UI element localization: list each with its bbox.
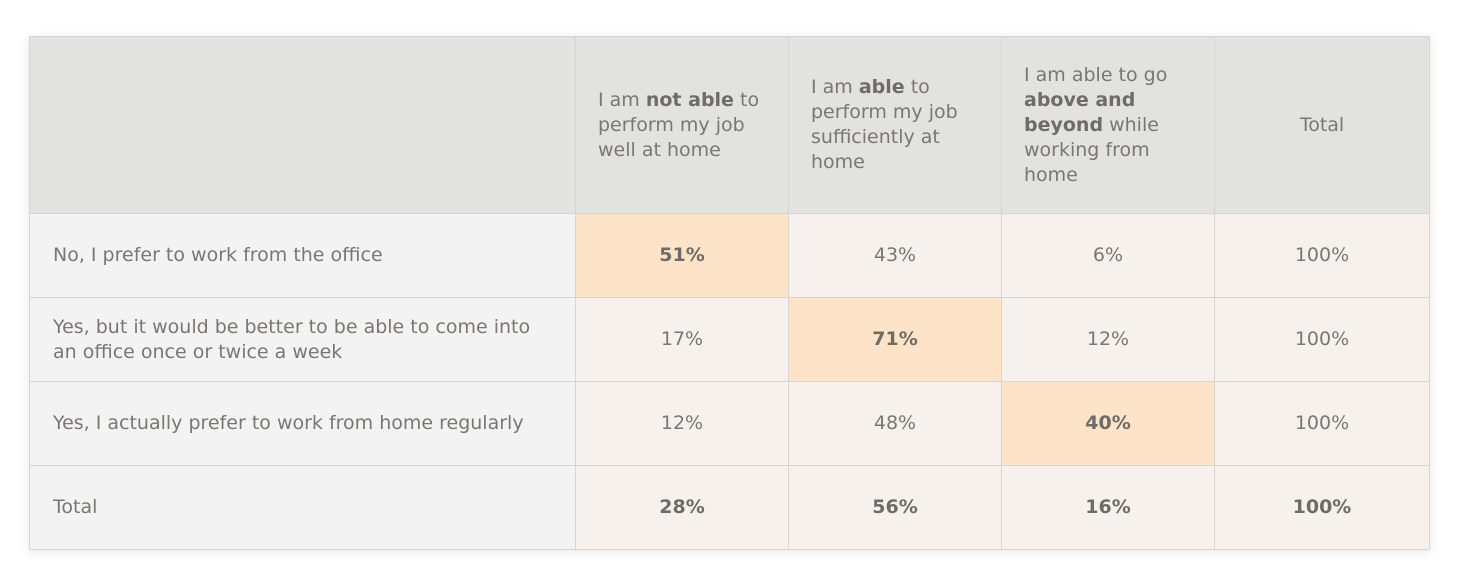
value-cell: 12% bbox=[1001, 297, 1215, 382]
value-cell: 48% bbox=[788, 381, 1002, 466]
header-text: to perform my job well at home bbox=[598, 88, 760, 161]
header-text: I am able to go bbox=[1024, 63, 1168, 86]
header-text: I am bbox=[811, 76, 859, 98]
header-text: I am bbox=[598, 88, 646, 111]
header-total: Total bbox=[1214, 36, 1430, 214]
highlighted-value-cell: 71% bbox=[788, 297, 1002, 382]
value-cell: 100% bbox=[1214, 213, 1430, 298]
row-label: No, I prefer to work from the office bbox=[29, 213, 576, 298]
value-cell: 17% bbox=[575, 297, 789, 382]
value-cell: 12% bbox=[575, 381, 789, 466]
value-cell: 6% bbox=[1001, 213, 1215, 298]
header-emphasis: able bbox=[858, 76, 905, 98]
header-emphasis: not able bbox=[645, 88, 734, 111]
table-row: Yes, but it would be better to be able t… bbox=[29, 297, 1430, 382]
results-table: I am not able to perform my job well at … bbox=[29, 36, 1430, 550]
value-cell: 28% bbox=[575, 465, 789, 550]
table-row: Total 28% 56% 16% 100% bbox=[29, 465, 1430, 550]
header-emphasis: above and beyond bbox=[1024, 88, 1136, 136]
header-row: I am not able to perform my job well at … bbox=[29, 36, 1430, 214]
value-cell: 43% bbox=[788, 213, 1002, 298]
header-not-able: I am not able to perform my job well at … bbox=[575, 36, 789, 214]
value-cell: 16% bbox=[1001, 465, 1215, 550]
header-able: I am able to perform my job sufficiently… bbox=[788, 36, 1002, 214]
value-cell: 56% bbox=[788, 465, 1002, 550]
table-row: No, I prefer to work from the office 51% 4… bbox=[29, 213, 1430, 298]
highlighted-value-cell: 40% bbox=[1001, 381, 1215, 466]
value-cell: 100% bbox=[1214, 465, 1430, 550]
value-cell: 100% bbox=[1214, 381, 1430, 466]
header-text: Total bbox=[1299, 113, 1345, 136]
highlighted-value-cell: 51% bbox=[575, 213, 789, 298]
row-label: Yes, but it would be better to be able t… bbox=[29, 297, 576, 382]
row-label: Yes, I actually prefer to work from home… bbox=[29, 381, 576, 466]
value-cell: 100% bbox=[1214, 297, 1430, 382]
header-above-and-beyond: I am able to go above and beyond while w… bbox=[1001, 36, 1215, 214]
header-corner-cell bbox=[29, 36, 576, 214]
row-label: Total bbox=[29, 465, 576, 550]
header-text: while working from home bbox=[1024, 113, 1159, 186]
table-row: Yes, I actually prefer to work from home… bbox=[29, 381, 1430, 466]
header-text: to perform my job sufficiently at home bbox=[811, 76, 958, 173]
